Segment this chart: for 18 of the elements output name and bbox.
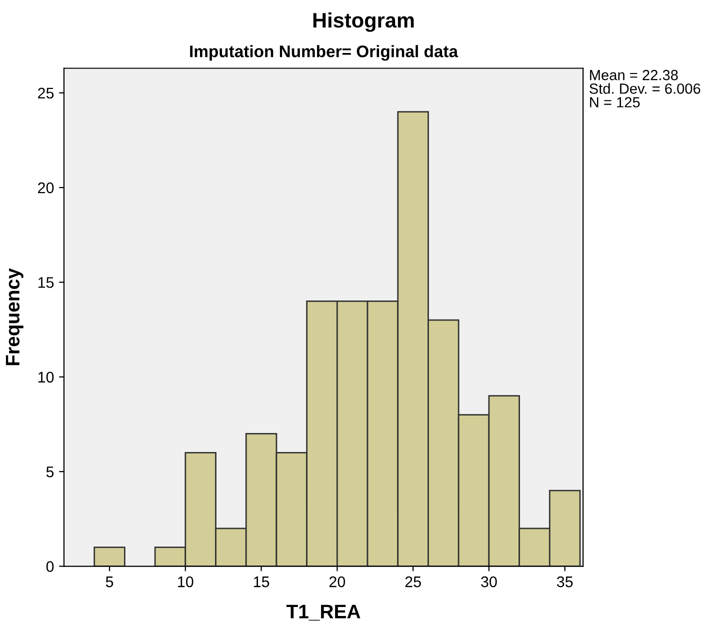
- y-tick-label: 10: [38, 372, 54, 383]
- chart-title: Histogram: [313, 12, 414, 32]
- y-tick-label: 0: [46, 561, 54, 572]
- y-tick-label: 5: [46, 466, 54, 478]
- y-tick-label: 15: [38, 277, 54, 288]
- x-tick-label: 5: [106, 576, 114, 588]
- x-tick-label: 10: [178, 576, 194, 588]
- x-axis-title: T1_REA: [286, 604, 360, 621]
- y-tick-label: 25: [38, 88, 54, 99]
- y-axis-title: Frequency: [6, 268, 24, 366]
- text: Mean = 22.38 Std. Dev. = 6.006 N = 125: [590, 70, 700, 108]
- chart-subtitle: Imputation Number= Original data: [190, 45, 458, 61]
- x-tick-label: 35: [556, 576, 573, 588]
- x-tick-label: 25: [405, 576, 421, 588]
- x-tick-label: 20: [329, 576, 346, 588]
- x-tick-label: 15: [254, 576, 270, 588]
- x-tick-label: 30: [481, 576, 497, 588]
- y-tick-label: 20: [38, 182, 54, 194]
